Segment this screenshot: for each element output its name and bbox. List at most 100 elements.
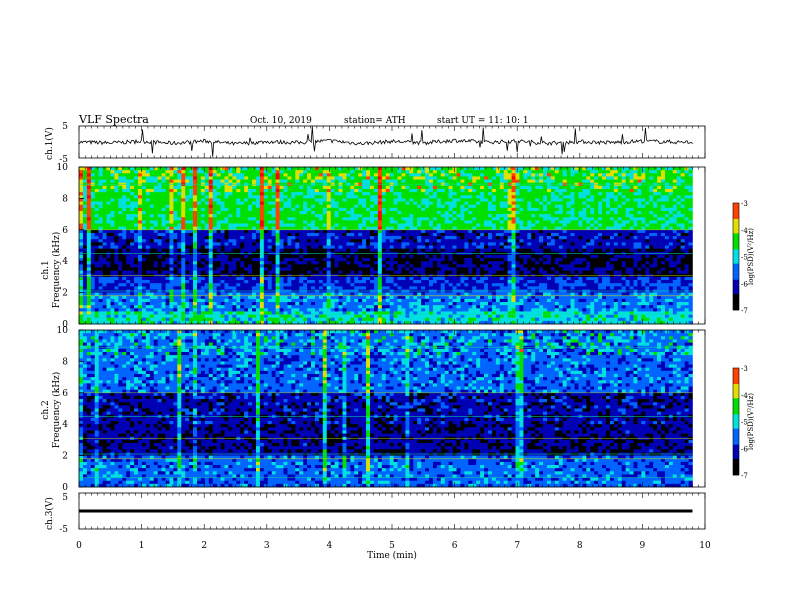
- spectrogram-cell: [216, 198, 221, 202]
- spectrogram-cell: [578, 179, 583, 183]
- spectrogram-cell: [484, 201, 489, 205]
- spectrogram-cell: [106, 188, 111, 193]
- spectrogram-cell: [613, 261, 619, 265]
- spectrogram-cell: [519, 254, 524, 259]
- spectrogram-cell: [613, 204, 619, 209]
- spectrogram-cell: [287, 220, 292, 224]
- spectrogram-cell: [90, 173, 96, 177]
- spectrogram-cell: [664, 217, 670, 221]
- spectrogram-cell: [322, 198, 328, 202]
- spectrogram-cell: [649, 258, 654, 262]
- spectrogram-cell: [377, 239, 383, 243]
- spectrogram-cell: [432, 236, 438, 240]
- spectrogram-cell: [582, 195, 587, 199]
- spectrogram-cell: [114, 198, 119, 202]
- spectrogram-cell: [641, 173, 646, 177]
- spectrogram-cell: [130, 261, 135, 265]
- spectrogram-cell: [169, 214, 174, 218]
- spectrogram-cell: [558, 261, 563, 265]
- spectrogram-cell: [354, 236, 359, 240]
- spectrogram-cell: [472, 210, 477, 215]
- spectrogram-cell: [362, 204, 367, 209]
- spectrogram-cell: [358, 207, 363, 212]
- spectrogram-cell: [409, 198, 414, 202]
- spectrogram-cell: [212, 254, 217, 259]
- spectrogram-cell: [334, 214, 339, 218]
- spectrogram-cell: [299, 261, 304, 265]
- spectrogram-cell: [645, 239, 650, 243]
- spectrogram-cell: [590, 195, 595, 199]
- spectrogram-cell: [590, 214, 595, 218]
- spectrogram-cell: [661, 192, 666, 196]
- spectrogram-cell: [495, 261, 501, 265]
- spectrogram-cell: [311, 232, 316, 237]
- spectrogram-cell: [314, 201, 320, 205]
- spectrogram-cell: [259, 254, 265, 259]
- spectrogram-cell: [688, 236, 693, 240]
- spectrogram-cell: [279, 173, 284, 177]
- spectrogram-cell: [98, 217, 103, 221]
- spectrogram-cell: [252, 204, 257, 209]
- spectrogram-cell: [480, 195, 485, 199]
- spectrogram-cell: [491, 232, 497, 237]
- spectrogram-cell: [566, 195, 571, 199]
- spectrogram-cell: [582, 236, 587, 240]
- spectrogram-cell: [79, 220, 84, 224]
- spectrogram-cell: [617, 248, 622, 253]
- spectrogram-cell: [621, 229, 626, 234]
- spectrogram-cell: [633, 232, 638, 237]
- spectrogram-cell: [287, 261, 292, 265]
- spectrogram-cell: [248, 176, 253, 180]
- spectrogram-cell: [189, 223, 194, 227]
- spectrogram-cell: [653, 220, 658, 224]
- spectrogram-cell: [397, 188, 402, 193]
- spectrogram-cell: [94, 188, 99, 193]
- spectrogram-cell: [389, 198, 394, 202]
- spectrogram-cell: [645, 261, 650, 265]
- spectrogram-cell: [169, 239, 174, 243]
- spectrogram-cell: [531, 210, 536, 215]
- spectrogram-cell: [137, 210, 143, 215]
- spectrogram-cell: [472, 245, 477, 249]
- spectrogram-cell: [661, 248, 666, 253]
- spectrogram-cell: [338, 217, 343, 221]
- spectrogram-cell: [432, 214, 438, 218]
- spectrogram-cell: [680, 204, 685, 209]
- spectrogram-cell: [397, 232, 402, 237]
- spectrogram-cell: [255, 248, 261, 253]
- spectrogram-cell: [303, 195, 308, 199]
- spectrogram-cell: [279, 232, 284, 237]
- spectrogram-cell: [287, 170, 292, 174]
- spectrogram-cell: [122, 179, 127, 183]
- spectrogram-cell: [456, 226, 461, 231]
- spectrogram-cell: [641, 242, 646, 246]
- spectrogram-cell: [436, 210, 442, 215]
- spectrogram-cell: [216, 170, 221, 174]
- spectrogram-cell: [535, 242, 540, 246]
- spectrogram-cell: [126, 236, 131, 240]
- spectrogram-cell: [582, 179, 587, 183]
- spectrogram-cell: [122, 223, 127, 227]
- spectrogram-cell: [204, 239, 210, 243]
- spectrogram-cell: [484, 204, 489, 209]
- spectrogram-cell: [248, 188, 253, 193]
- spectrogram-cell: [409, 167, 414, 171]
- spectrogram-cell: [200, 214, 206, 218]
- spectrogram-cell: [385, 245, 390, 249]
- spectrogram-cell: [609, 204, 615, 209]
- spectrogram-cell: [672, 226, 678, 231]
- spectrogram-cell: [212, 207, 217, 212]
- spectrogram-cell: [279, 229, 284, 234]
- spectrogram-cell: [373, 254, 379, 259]
- spectrogram-cell: [535, 185, 540, 190]
- spectrogram-cell: [307, 220, 312, 224]
- spectrogram-cell: [381, 258, 387, 262]
- spectrogram-cell: [429, 204, 434, 209]
- spectrogram-cell: [291, 179, 296, 183]
- spectrogram-cell: [413, 214, 418, 218]
- spectrogram-cell: [491, 207, 497, 212]
- spectrogram-cell: [664, 229, 670, 234]
- spectrogram-cell: [157, 264, 162, 268]
- spectrogram-cell: [90, 210, 96, 215]
- spectrogram-cell: [252, 242, 257, 246]
